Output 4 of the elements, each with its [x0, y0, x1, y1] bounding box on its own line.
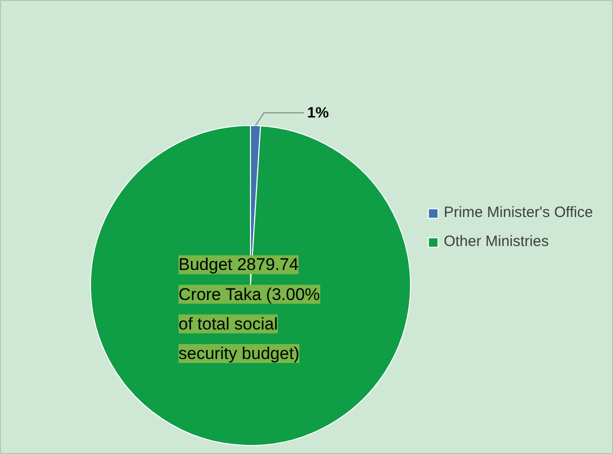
legend-label: Other Ministries [444, 233, 550, 250]
data-label: 1% [307, 104, 329, 122]
text: Budget 2879.74 Crore Taka (3.00% of total social security budget) [178, 255, 320, 363]
legend-label: Prime Minister's Office [444, 204, 593, 221]
